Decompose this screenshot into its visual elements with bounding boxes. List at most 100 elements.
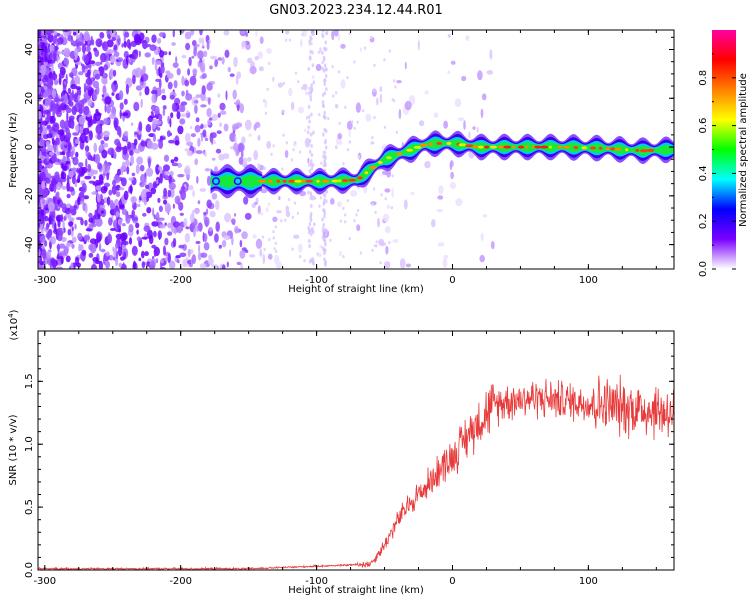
noise-speckle [144, 251, 149, 257]
noise-speckle [183, 217, 188, 228]
noise-speckle [321, 228, 325, 233]
noise-speckle [308, 163, 311, 167]
noise-speckle [60, 256, 64, 265]
noise-speckle [122, 240, 129, 246]
noise-speckle [307, 67, 311, 71]
noise-speckle [81, 43, 86, 54]
noise-speckle [50, 257, 56, 266]
noise-speckle [247, 57, 253, 64]
noise-speckle [241, 136, 246, 144]
noise-speckle [449, 160, 454, 168]
noise-speckle [310, 193, 313, 198]
noise-speckle [196, 43, 200, 48]
noise-speckle [168, 51, 171, 56]
noise-speckle [450, 171, 454, 180]
noise-speckle [171, 162, 179, 167]
noise-speckle [457, 117, 465, 122]
noise-speckle [193, 48, 197, 57]
noise-speckle [162, 194, 168, 200]
noise-speckle [158, 78, 162, 89]
noise-speckle [340, 43, 346, 49]
noise-speckle [157, 230, 162, 240]
noise-speckle [203, 50, 208, 57]
ridge-hotspot [625, 148, 629, 152]
noise-speckle [108, 189, 113, 196]
noise-speckle [87, 152, 92, 161]
ridge-hotspot [458, 143, 467, 147]
noise-speckle [109, 113, 116, 120]
noise-speckle [310, 37, 313, 41]
noise-speckle [98, 66, 103, 72]
noise-speckle [145, 191, 153, 199]
noise-speckle [390, 206, 394, 210]
noise-speckle [85, 77, 93, 86]
noise-speckle [282, 109, 285, 113]
noise-speckle [39, 235, 46, 243]
noise-speckle [75, 74, 79, 85]
noise-speckle [99, 144, 102, 150]
noise-speckle [180, 189, 187, 201]
noise-speckle [490, 241, 495, 250]
spectrogram-frame [37, 29, 675, 270]
x-tick-label: 100 [579, 275, 598, 286]
x-tick-label: -300 [33, 275, 56, 286]
noise-speckle [284, 218, 287, 222]
noise-speckle [196, 175, 199, 184]
noise-speckle [70, 151, 73, 160]
noise-speckle [138, 50, 141, 58]
noise-speckle [226, 261, 229, 268]
noise-speckle [61, 185, 67, 190]
spectrogram-xlabel: Height of straight line (km) [288, 284, 424, 295]
noise-speckle [240, 30, 246, 34]
noise-speckle [49, 115, 56, 124]
noise-speckle [337, 201, 342, 208]
noise-speckle [391, 187, 394, 198]
noise-speckle [80, 103, 83, 114]
noise-speckle [348, 140, 352, 144]
noise-speckle [96, 112, 102, 117]
noise-speckle [66, 203, 71, 208]
noise-speckle [218, 122, 223, 127]
noise-speckle [315, 63, 322, 72]
noise-speckle [373, 63, 376, 67]
noise-speckle [123, 145, 128, 154]
noise-speckle [211, 157, 216, 161]
noise-speckle [193, 227, 196, 238]
noise-speckle [384, 197, 387, 201]
noise-speckle [141, 250, 145, 259]
noise-speckle [109, 228, 116, 231]
noise-speckle [168, 182, 176, 190]
noise-speckle [216, 130, 222, 135]
noise-speckle [127, 141, 131, 150]
noise-speckle [337, 140, 343, 145]
snr-multiplier: (x104) [7, 309, 20, 340]
noise-speckle [166, 72, 174, 79]
noise-speckle [298, 243, 303, 253]
snr-panel: -300 -200 -100 0 100 0.0 0.5 1.0 1.5 Height of s… [7, 309, 675, 596]
x-tick-label: -200 [169, 275, 192, 286]
noise-speckle [324, 242, 327, 247]
noise-speckle [195, 94, 202, 98]
noise-speckle [152, 207, 155, 217]
noise-speckle [144, 86, 150, 96]
ridge-hotspot [419, 143, 428, 147]
noise-speckle [151, 90, 158, 95]
noise-speckle [100, 140, 105, 145]
noise-speckle [54, 96, 60, 103]
noise-speckle [292, 148, 295, 152]
noise-speckle [109, 199, 114, 210]
noise-speckle [322, 132, 325, 136]
noise-speckle [288, 38, 292, 42]
noise-speckle [243, 196, 249, 205]
noise-speckle [197, 200, 201, 205]
noise-speckle [142, 73, 149, 82]
noise-speckle [184, 232, 191, 243]
noise-speckle [167, 189, 172, 198]
noise-speckle [73, 205, 78, 209]
noise-speckle [218, 153, 225, 161]
noise-speckle [392, 99, 396, 103]
noise-speckle [75, 86, 82, 91]
noise-speckle [369, 35, 373, 40]
noise-speckle [346, 120, 353, 131]
noise-speckle [356, 120, 359, 124]
